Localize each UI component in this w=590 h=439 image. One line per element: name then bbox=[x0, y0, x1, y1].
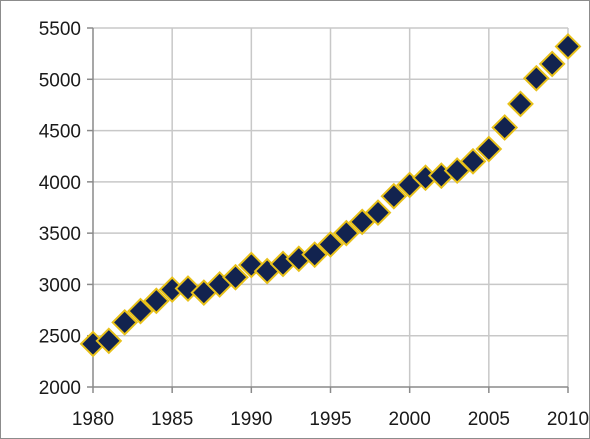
data-point-2009 bbox=[538, 50, 566, 78]
data-point-1982 bbox=[111, 308, 139, 336]
data-point-1996 bbox=[332, 219, 360, 247]
data-point-1995 bbox=[317, 231, 344, 258]
data-point-2007 bbox=[507, 90, 534, 118]
axes bbox=[87, 27, 569, 393]
y-tick-label-3500: 3500 bbox=[39, 224, 81, 245]
data-point-2006 bbox=[491, 114, 519, 141]
x-tick-label-2005: 2005 bbox=[468, 409, 510, 430]
x-tick-label-1985: 1985 bbox=[151, 409, 193, 430]
data-point-1981 bbox=[95, 327, 123, 355]
grid-lines bbox=[93, 27, 569, 387]
x-tick-label-1980: 1980 bbox=[72, 409, 114, 430]
data-point-1999 bbox=[380, 182, 408, 210]
data-point-2005 bbox=[475, 135, 503, 163]
x-tick-label-1995: 1995 bbox=[309, 409, 351, 430]
x-tick-label-2000: 2000 bbox=[389, 409, 431, 430]
data-point-1994 bbox=[301, 241, 329, 269]
data-points bbox=[79, 33, 582, 358]
y-tick-label-4500: 4500 bbox=[39, 122, 81, 143]
y-tick-label-2000: 2000 bbox=[39, 378, 81, 399]
y-tick-label-4000: 4000 bbox=[39, 173, 81, 194]
data-point-2010 bbox=[554, 33, 582, 60]
data-point-1989 bbox=[222, 263, 249, 291]
y-tick-label-5500: 5500 bbox=[39, 19, 81, 40]
data-point-2008 bbox=[522, 64, 550, 92]
data-point-1990 bbox=[237, 251, 265, 279]
data-point-1998 bbox=[364, 199, 392, 227]
data-point-2004 bbox=[459, 147, 487, 175]
y-tick-label-3000: 3000 bbox=[39, 275, 81, 296]
y-tick-label-5000: 5000 bbox=[39, 70, 81, 91]
data-point-1984 bbox=[142, 287, 170, 315]
x-tick-label-1990: 1990 bbox=[230, 409, 272, 430]
data-point-1983 bbox=[127, 297, 154, 325]
x-tick-label-2010: 2010 bbox=[547, 409, 589, 430]
tick-labels: 2000 2500 3000 3500 4000 4500 5000 5500 1980 1985… bbox=[39, 19, 589, 430]
y-tick-label-2500: 2500 bbox=[39, 327, 81, 348]
